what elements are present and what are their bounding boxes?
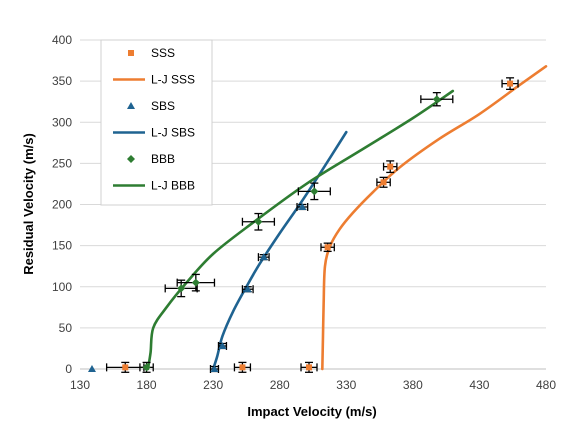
point-sbs <box>209 365 220 373</box>
point-sss <box>501 77 519 90</box>
legend-entry: SBS <box>127 99 175 113</box>
legend-entry: BBB <box>127 152 175 166</box>
y-tick-label: 200 <box>52 198 72 212</box>
point-sss-marker <box>122 364 129 371</box>
point-bbb-marker <box>254 217 263 226</box>
y-tick-label: 0 <box>65 362 72 376</box>
point-sbs-marker <box>259 253 268 261</box>
point-sss <box>233 361 252 373</box>
legend-label: L-J SBS <box>151 126 195 140</box>
point-sss-marker <box>306 364 313 371</box>
point-bbb <box>420 91 454 107</box>
point-sbs-marker <box>87 365 96 372</box>
point-sss <box>300 361 318 373</box>
legend-box <box>100 39 213 206</box>
legend-marker-swatch <box>127 155 135 163</box>
point-sss <box>105 361 145 373</box>
legend-label: SSS <box>151 46 175 60</box>
y-tick-label: 250 <box>52 156 72 170</box>
legend-label: L-J SSS <box>151 73 195 87</box>
y-tick-label: 150 <box>52 239 72 253</box>
point-bbb-marker <box>177 284 186 293</box>
y-tick-label: 100 <box>52 280 72 294</box>
plot-area <box>87 65 548 373</box>
point-bbb <box>297 182 331 201</box>
point-sss <box>376 176 391 188</box>
legend-entry: L-J BBB <box>113 179 195 193</box>
point-sbs <box>87 365 96 372</box>
point-sbs <box>296 202 309 211</box>
x-tick-label: 330 <box>336 378 356 392</box>
series-line-l-j-sss <box>321 65 548 371</box>
point-bbb-marker <box>191 278 200 287</box>
point-sbs <box>241 285 254 294</box>
series-line-l-j-sbs <box>211 130 348 371</box>
point-bbb-marker <box>432 95 441 104</box>
y-tick-label: 50 <box>59 321 73 335</box>
point-sss-marker <box>239 364 246 371</box>
point-bbb-marker <box>142 363 151 372</box>
point-sss-marker <box>380 179 387 186</box>
x-tick-label: 180 <box>137 378 157 392</box>
point-sss-marker <box>507 80 514 87</box>
point-sss-marker <box>387 163 394 170</box>
legend-entry: L-J SSS <box>113 73 195 87</box>
y-tick-label: 350 <box>52 74 72 88</box>
series-line-l-j-bbb <box>146 89 455 371</box>
legend-entry: L-J SBS <box>113 126 195 140</box>
point-bbb <box>139 361 154 373</box>
x-axis-title: Impact Velocity (m/s) <box>247 404 376 419</box>
y-tick-label: 300 <box>52 115 72 129</box>
legend-entry: SSS <box>128 46 175 60</box>
x-tick-label: 430 <box>469 378 489 392</box>
x-tick-label: 380 <box>403 378 423 392</box>
x-tick-label: 130 <box>70 378 90 392</box>
point-sbs <box>257 253 270 262</box>
point-sbs-marker <box>210 365 219 372</box>
point-bbb <box>176 273 216 292</box>
point-bbb-marker <box>310 187 319 196</box>
point-sbs-marker <box>218 341 227 349</box>
x-tick-label: 480 <box>536 378 556 392</box>
y-axis-title: Residual Velocity (m/s) <box>21 133 36 275</box>
y-tick-label: 400 <box>52 33 72 47</box>
point-sbs <box>217 341 228 350</box>
legend-label: L-J BBB <box>151 179 195 193</box>
point-sbs-marker <box>298 202 307 210</box>
point-bbb <box>241 212 276 231</box>
legend-marker-swatch <box>128 50 134 56</box>
point-sss <box>320 242 335 253</box>
x-tick-label: 280 <box>270 378 290 392</box>
point-sbs-marker <box>243 285 252 293</box>
legend-label: SBS <box>151 99 175 113</box>
x-tick-label: 230 <box>203 378 223 392</box>
axes: 0 50 100 150 200 250 300 350 400 130 180 230 280 330 3… <box>52 33 556 392</box>
legend-label: BBB <box>151 152 175 166</box>
point-sss-marker <box>324 244 331 251</box>
legend-marker-swatch <box>127 102 135 109</box>
point-sss <box>382 160 398 174</box>
legend: SSS L-J SSS SBS L-J SBS BBB L-J BBB <box>100 39 213 206</box>
